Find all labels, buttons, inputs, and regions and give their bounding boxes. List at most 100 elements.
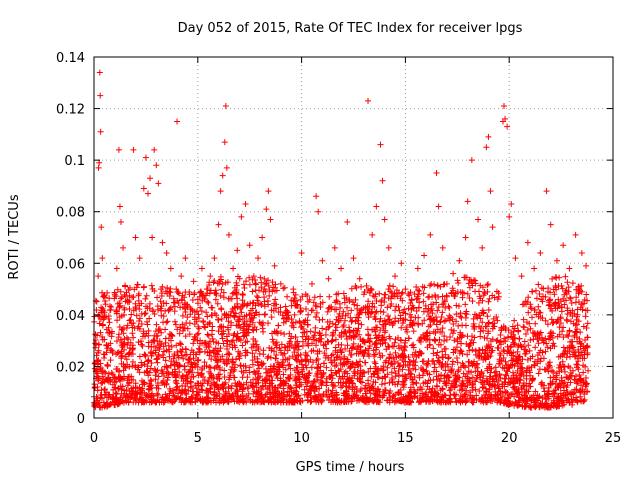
data-point bbox=[411, 386, 418, 393]
data-point bbox=[578, 249, 585, 256]
data-point bbox=[382, 321, 389, 328]
data-point bbox=[411, 291, 418, 298]
data-point bbox=[190, 355, 197, 362]
data-point bbox=[384, 364, 391, 371]
data-point bbox=[175, 290, 182, 297]
data-point bbox=[316, 330, 323, 337]
data-point bbox=[203, 399, 210, 406]
data-point bbox=[98, 395, 105, 402]
data-point bbox=[351, 301, 358, 308]
data-point bbox=[297, 296, 304, 303]
data-point bbox=[296, 376, 303, 383]
data-point bbox=[464, 290, 471, 297]
data-point bbox=[433, 352, 440, 359]
data-point bbox=[450, 270, 457, 277]
data-point bbox=[510, 380, 517, 387]
data-point bbox=[374, 385, 381, 392]
data-point bbox=[288, 315, 295, 322]
data-point bbox=[150, 308, 157, 315]
data-point bbox=[453, 355, 460, 362]
data-point bbox=[392, 307, 399, 314]
data-point bbox=[173, 380, 180, 387]
data-point bbox=[117, 295, 124, 302]
data-point bbox=[444, 361, 451, 368]
data-point bbox=[568, 389, 575, 396]
data-point bbox=[548, 316, 555, 323]
data-point bbox=[401, 347, 408, 354]
data-point bbox=[369, 383, 376, 390]
data-point bbox=[181, 363, 188, 370]
data-point bbox=[251, 399, 258, 406]
data-point bbox=[391, 339, 398, 346]
data-point bbox=[250, 327, 257, 334]
data-point bbox=[306, 370, 313, 377]
data-point bbox=[313, 398, 320, 405]
data-point bbox=[133, 312, 140, 319]
data-point bbox=[240, 291, 247, 298]
plot-frame bbox=[93, 56, 614, 419]
data-point bbox=[500, 354, 507, 361]
data-point bbox=[423, 367, 430, 374]
data-point bbox=[291, 311, 298, 318]
data-point bbox=[234, 247, 241, 254]
data-point bbox=[192, 395, 199, 402]
data-point bbox=[348, 345, 355, 352]
data-point bbox=[580, 369, 587, 376]
data-point bbox=[252, 281, 259, 288]
data-point bbox=[254, 375, 261, 382]
data-point bbox=[155, 391, 162, 398]
data-point bbox=[199, 398, 206, 405]
data-point bbox=[107, 306, 114, 313]
data-point bbox=[373, 203, 380, 210]
data-point bbox=[519, 301, 526, 308]
data-point bbox=[180, 355, 187, 362]
data-point bbox=[168, 358, 175, 365]
data-point bbox=[139, 333, 146, 340]
data-point bbox=[346, 327, 353, 334]
data-point bbox=[243, 312, 250, 319]
data-point bbox=[144, 368, 151, 375]
data-point bbox=[296, 318, 303, 325]
data-point bbox=[123, 356, 130, 363]
data-point bbox=[479, 384, 486, 391]
data-point bbox=[574, 338, 581, 345]
data-point bbox=[471, 325, 478, 332]
data-point bbox=[500, 323, 507, 330]
data-point bbox=[97, 92, 104, 99]
data-point bbox=[388, 354, 395, 361]
data-point bbox=[410, 305, 417, 312]
data-point bbox=[337, 360, 344, 367]
data-point bbox=[459, 380, 466, 387]
data-point bbox=[428, 281, 435, 288]
data-point bbox=[572, 373, 579, 380]
data-point bbox=[398, 337, 405, 344]
data-point bbox=[573, 286, 580, 293]
data-point bbox=[385, 244, 392, 251]
data-point bbox=[134, 281, 141, 288]
data-point bbox=[244, 374, 251, 381]
data-point bbox=[305, 335, 312, 342]
data-point bbox=[340, 290, 347, 297]
data-point bbox=[115, 146, 122, 153]
data-point bbox=[433, 299, 440, 306]
data-point bbox=[314, 365, 321, 372]
data-point bbox=[220, 358, 227, 365]
data-point bbox=[371, 313, 378, 320]
data-point bbox=[290, 298, 297, 305]
data-point bbox=[555, 395, 562, 402]
data-point bbox=[124, 377, 131, 384]
data-point bbox=[92, 399, 99, 406]
data-point bbox=[352, 370, 359, 377]
data-point bbox=[207, 338, 214, 345]
data-point bbox=[242, 352, 249, 359]
data-point bbox=[204, 321, 211, 328]
data-point bbox=[399, 366, 406, 373]
data-point bbox=[286, 392, 293, 399]
data-point bbox=[349, 299, 356, 306]
data-point bbox=[431, 336, 438, 343]
data-point bbox=[491, 294, 498, 301]
data-point bbox=[97, 128, 104, 135]
data-point bbox=[434, 282, 441, 289]
data-point bbox=[494, 337, 501, 344]
data-point bbox=[344, 304, 351, 311]
